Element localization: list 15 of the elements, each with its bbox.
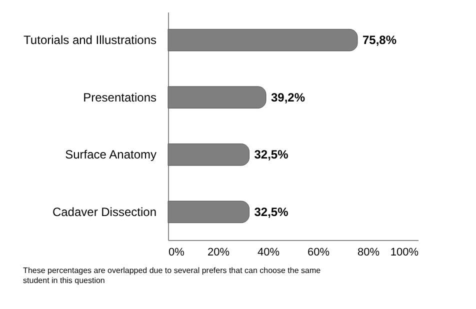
x-tick-label: 60%	[307, 246, 330, 258]
y-tick-label: Surface Anatomy	[65, 148, 156, 162]
data-label: 32,5%	[254, 148, 289, 162]
y-tick-label: Presentations	[83, 90, 156, 104]
x-tick-label: 100%	[390, 246, 419, 258]
x-tick-label: 20%	[207, 246, 230, 258]
data-label: 32,5%	[254, 204, 289, 219]
data-label: 75,8%	[362, 33, 397, 48]
text: These percentages are overlapped due to several prefers that can choose the same student in this question	[23, 266, 322, 285]
y-tick-label: Cadaver Dissection	[52, 204, 156, 219]
x-tick-label: 0%	[168, 246, 185, 258]
x-tick-label: 40%	[257, 246, 280, 258]
data-label: 39,2%	[271, 90, 306, 104]
y-tick-label: Tutorials and Illustrations	[24, 33, 156, 48]
x-tick-label: 80%	[357, 246, 380, 258]
